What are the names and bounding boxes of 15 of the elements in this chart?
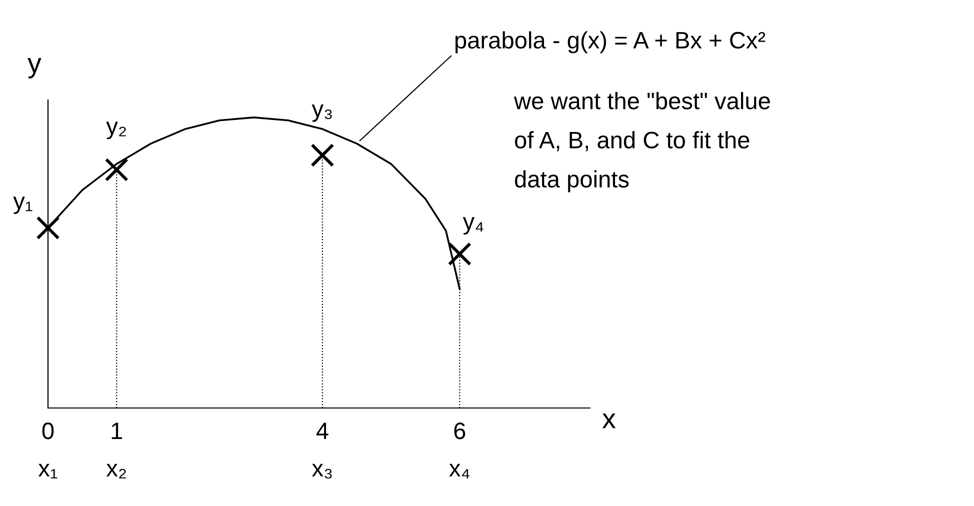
annotation: y₂ (106, 122, 126, 140)
x-tick-label: 4 x₃ (312, 422, 332, 479)
x-tick-label: 0 x₁ (38, 422, 58, 478)
annotation: y₃ (312, 104, 332, 122)
y-axis-title: y (28, 58, 42, 78)
annotation: y₁ (13, 196, 32, 214)
point (448, 242, 472, 266)
point (104, 158, 128, 182)
x-tick-label: 6 x₄ (449, 422, 470, 478)
x-axis-title: x (602, 413, 616, 428)
annotation: parabola - g(x) = A + Bx + Cx² (455, 31, 766, 54)
x-tick-label: 1 x₂ (106, 422, 126, 478)
annotation: y₄ (462, 217, 484, 235)
annotation: we want the "best" value of A, B, and C to fit the data points (514, 92, 770, 192)
point (310, 143, 334, 168)
